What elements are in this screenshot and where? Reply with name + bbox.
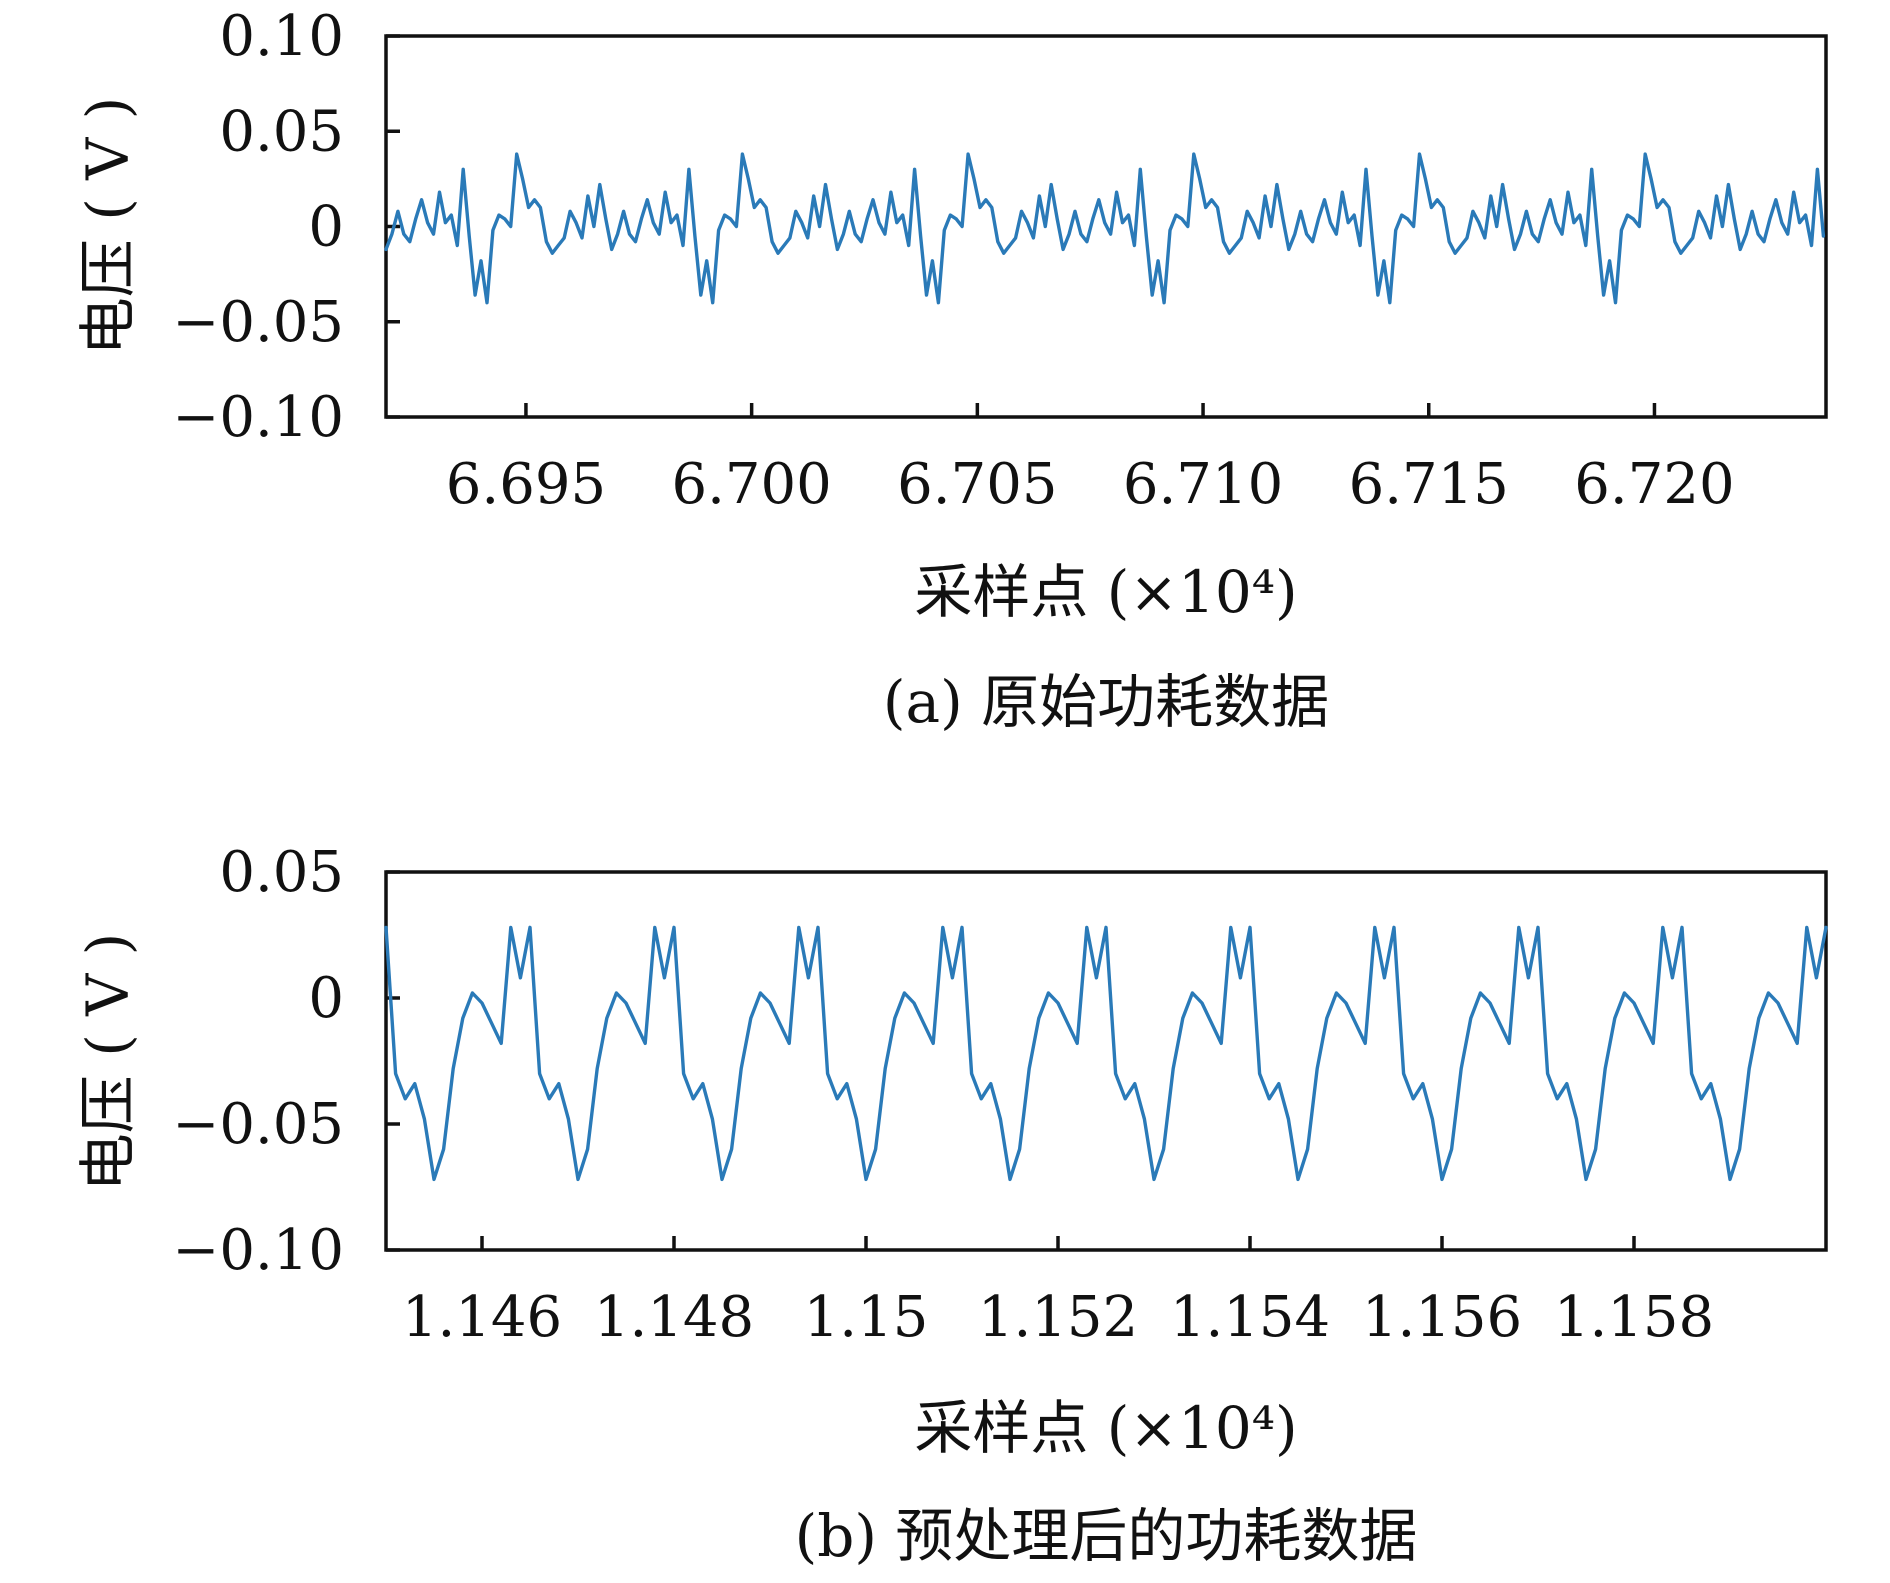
x-axis-label-a: 采样点 (×10⁴) bbox=[914, 558, 1297, 626]
plot-frame-b bbox=[384, 870, 1828, 1252]
series-lines-a bbox=[384, 152, 1826, 305]
series-line-b-0 bbox=[384, 925, 1828, 1182]
x-tick-label-a-2: 6.705 bbox=[897, 452, 1057, 517]
x-tick-label-a-0: 6.695 bbox=[446, 452, 606, 517]
x-tick-label-a-1: 6.700 bbox=[671, 452, 831, 517]
caption-a: (a) 原始功耗数据 bbox=[883, 668, 1329, 736]
y-tick-label-a-1: 0.05 bbox=[219, 99, 344, 164]
x-axis-label-b: 采样点 (×10⁴) bbox=[914, 1394, 1297, 1462]
series-line-a-0 bbox=[384, 152, 1826, 305]
x-tick-label-b-2: 1.15 bbox=[804, 1285, 929, 1350]
x-tick-label-a-4: 6.715 bbox=[1349, 452, 1509, 517]
y-tick-labels-a: 0.10 0.05 0 −0.05 −0.10 bbox=[172, 4, 344, 450]
chart-panel-a: 0.10 0.05 0 −0.05 −0.10 6.695 6.700 6.705 6.710… bbox=[74, 4, 1828, 736]
y-axis-label-a: 电压 ( V ) bbox=[74, 97, 142, 355]
y-tick-labels-b: 0.05 0 −0.05 −0.10 bbox=[172, 840, 344, 1283]
y-tick-label-a-3: −0.05 bbox=[172, 290, 344, 355]
x-tick-label-b-4: 1.154 bbox=[1170, 1285, 1330, 1350]
x-tick-label-b-3: 1.152 bbox=[978, 1285, 1138, 1350]
y-tick-label-b-1: 0 bbox=[308, 966, 344, 1031]
x-tick-labels-b: 1.146 1.148 1.15 1.152 1.154 1.156 1.158 bbox=[402, 1285, 1714, 1350]
caption-b: (b) 预处理后的功耗数据 bbox=[795, 1502, 1418, 1570]
y-tick-label-a-4: −0.10 bbox=[172, 385, 344, 450]
tick-marks-a bbox=[386, 34, 1657, 419]
y-tick-label-b-0: 0.05 bbox=[219, 840, 344, 905]
y-tick-label-a-0: 0.10 bbox=[219, 4, 344, 69]
x-tick-label-a-3: 6.710 bbox=[1123, 452, 1283, 517]
tick-marks-b bbox=[386, 870, 1636, 1252]
x-tick-labels-a: 6.695 6.700 6.705 6.710 6.715 6.720 bbox=[446, 452, 1735, 517]
y-tick-label-a-2: 0 bbox=[308, 195, 344, 260]
x-tick-label-b-0: 1.146 bbox=[402, 1285, 562, 1350]
y-axis-label-b: 电压 ( V ) bbox=[74, 933, 142, 1191]
x-tick-label-b-5: 1.156 bbox=[1362, 1285, 1522, 1350]
y-tick-label-b-3: −0.10 bbox=[172, 1218, 344, 1283]
y-tick-label-b-2: −0.05 bbox=[172, 1092, 344, 1157]
chart-panel-b: 0.05 0 −0.05 −0.10 1.146 1.148 1.15 1.152 1.154… bbox=[74, 840, 1828, 1570]
x-tick-label-b-1: 1.148 bbox=[594, 1285, 754, 1350]
series-lines-b bbox=[384, 925, 1828, 1182]
x-tick-label-a-5: 6.720 bbox=[1574, 452, 1734, 517]
x-tick-label-b-6: 1.158 bbox=[1554, 1285, 1714, 1350]
